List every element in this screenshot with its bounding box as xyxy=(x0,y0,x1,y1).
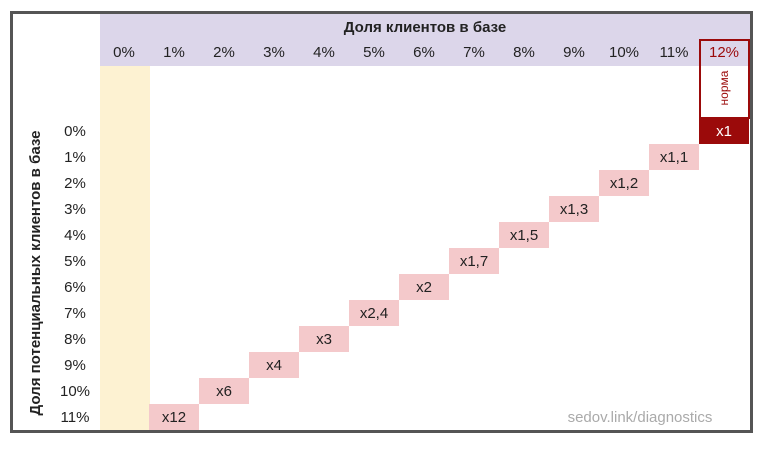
row-label: 8% xyxy=(64,330,86,348)
row-label: 4% xyxy=(64,226,86,244)
cell: x1,1 xyxy=(649,144,699,170)
page: Доля клиентов в базе Доля потенциальных … xyxy=(10,11,753,433)
footer: sedov.link/diagnostics xyxy=(567,408,713,426)
column-label: 2% xyxy=(213,43,235,61)
row-label: 11% xyxy=(60,408,90,426)
row-label: 9% xyxy=(64,356,86,374)
side-title: Доля потенциальных клиентов в базе xyxy=(26,130,44,416)
row-label: 5% xyxy=(64,252,86,270)
column-label: 1% xyxy=(163,43,185,61)
cell: x1,2 xyxy=(599,170,649,196)
row-label: 7% xyxy=(64,304,86,322)
row-label: 2% xyxy=(64,174,86,192)
cell: x4 xyxy=(249,352,299,378)
column-label: 4% xyxy=(313,43,335,61)
column-label: 5% xyxy=(363,43,385,61)
cell: x12 xyxy=(149,404,199,430)
row-label: 10% xyxy=(59,382,91,400)
cell: x1,7 xyxy=(449,248,499,274)
cell: x3 xyxy=(299,326,349,352)
column-label: 0% xyxy=(113,43,135,61)
header-title: Доля клиентов в базе xyxy=(343,18,507,36)
column-label: 3% xyxy=(263,43,285,61)
column-label: 9% xyxy=(563,43,585,61)
cell: x1,3 xyxy=(549,196,599,222)
row-label: 3% xyxy=(64,200,86,218)
cell: x2 xyxy=(399,274,449,300)
frame xyxy=(10,11,753,433)
column-label: 7% xyxy=(463,43,485,61)
row-label: 0% xyxy=(64,122,86,140)
column-label: 12% xyxy=(708,43,740,61)
norm-label: норма xyxy=(717,70,731,106)
column-label: 6% xyxy=(413,43,435,61)
row-label: 6% xyxy=(64,278,86,296)
header-band xyxy=(100,14,750,66)
cell: x2,4 xyxy=(349,300,399,326)
column-label: 10% xyxy=(608,43,640,61)
column-label: 11% xyxy=(659,43,689,61)
cell: x1,5 xyxy=(499,222,549,248)
column-label: 8% xyxy=(513,43,535,61)
side-band xyxy=(100,66,150,430)
cell: x1 xyxy=(699,118,749,144)
cell: x6 xyxy=(199,378,249,404)
row-label: 1% xyxy=(64,148,86,166)
